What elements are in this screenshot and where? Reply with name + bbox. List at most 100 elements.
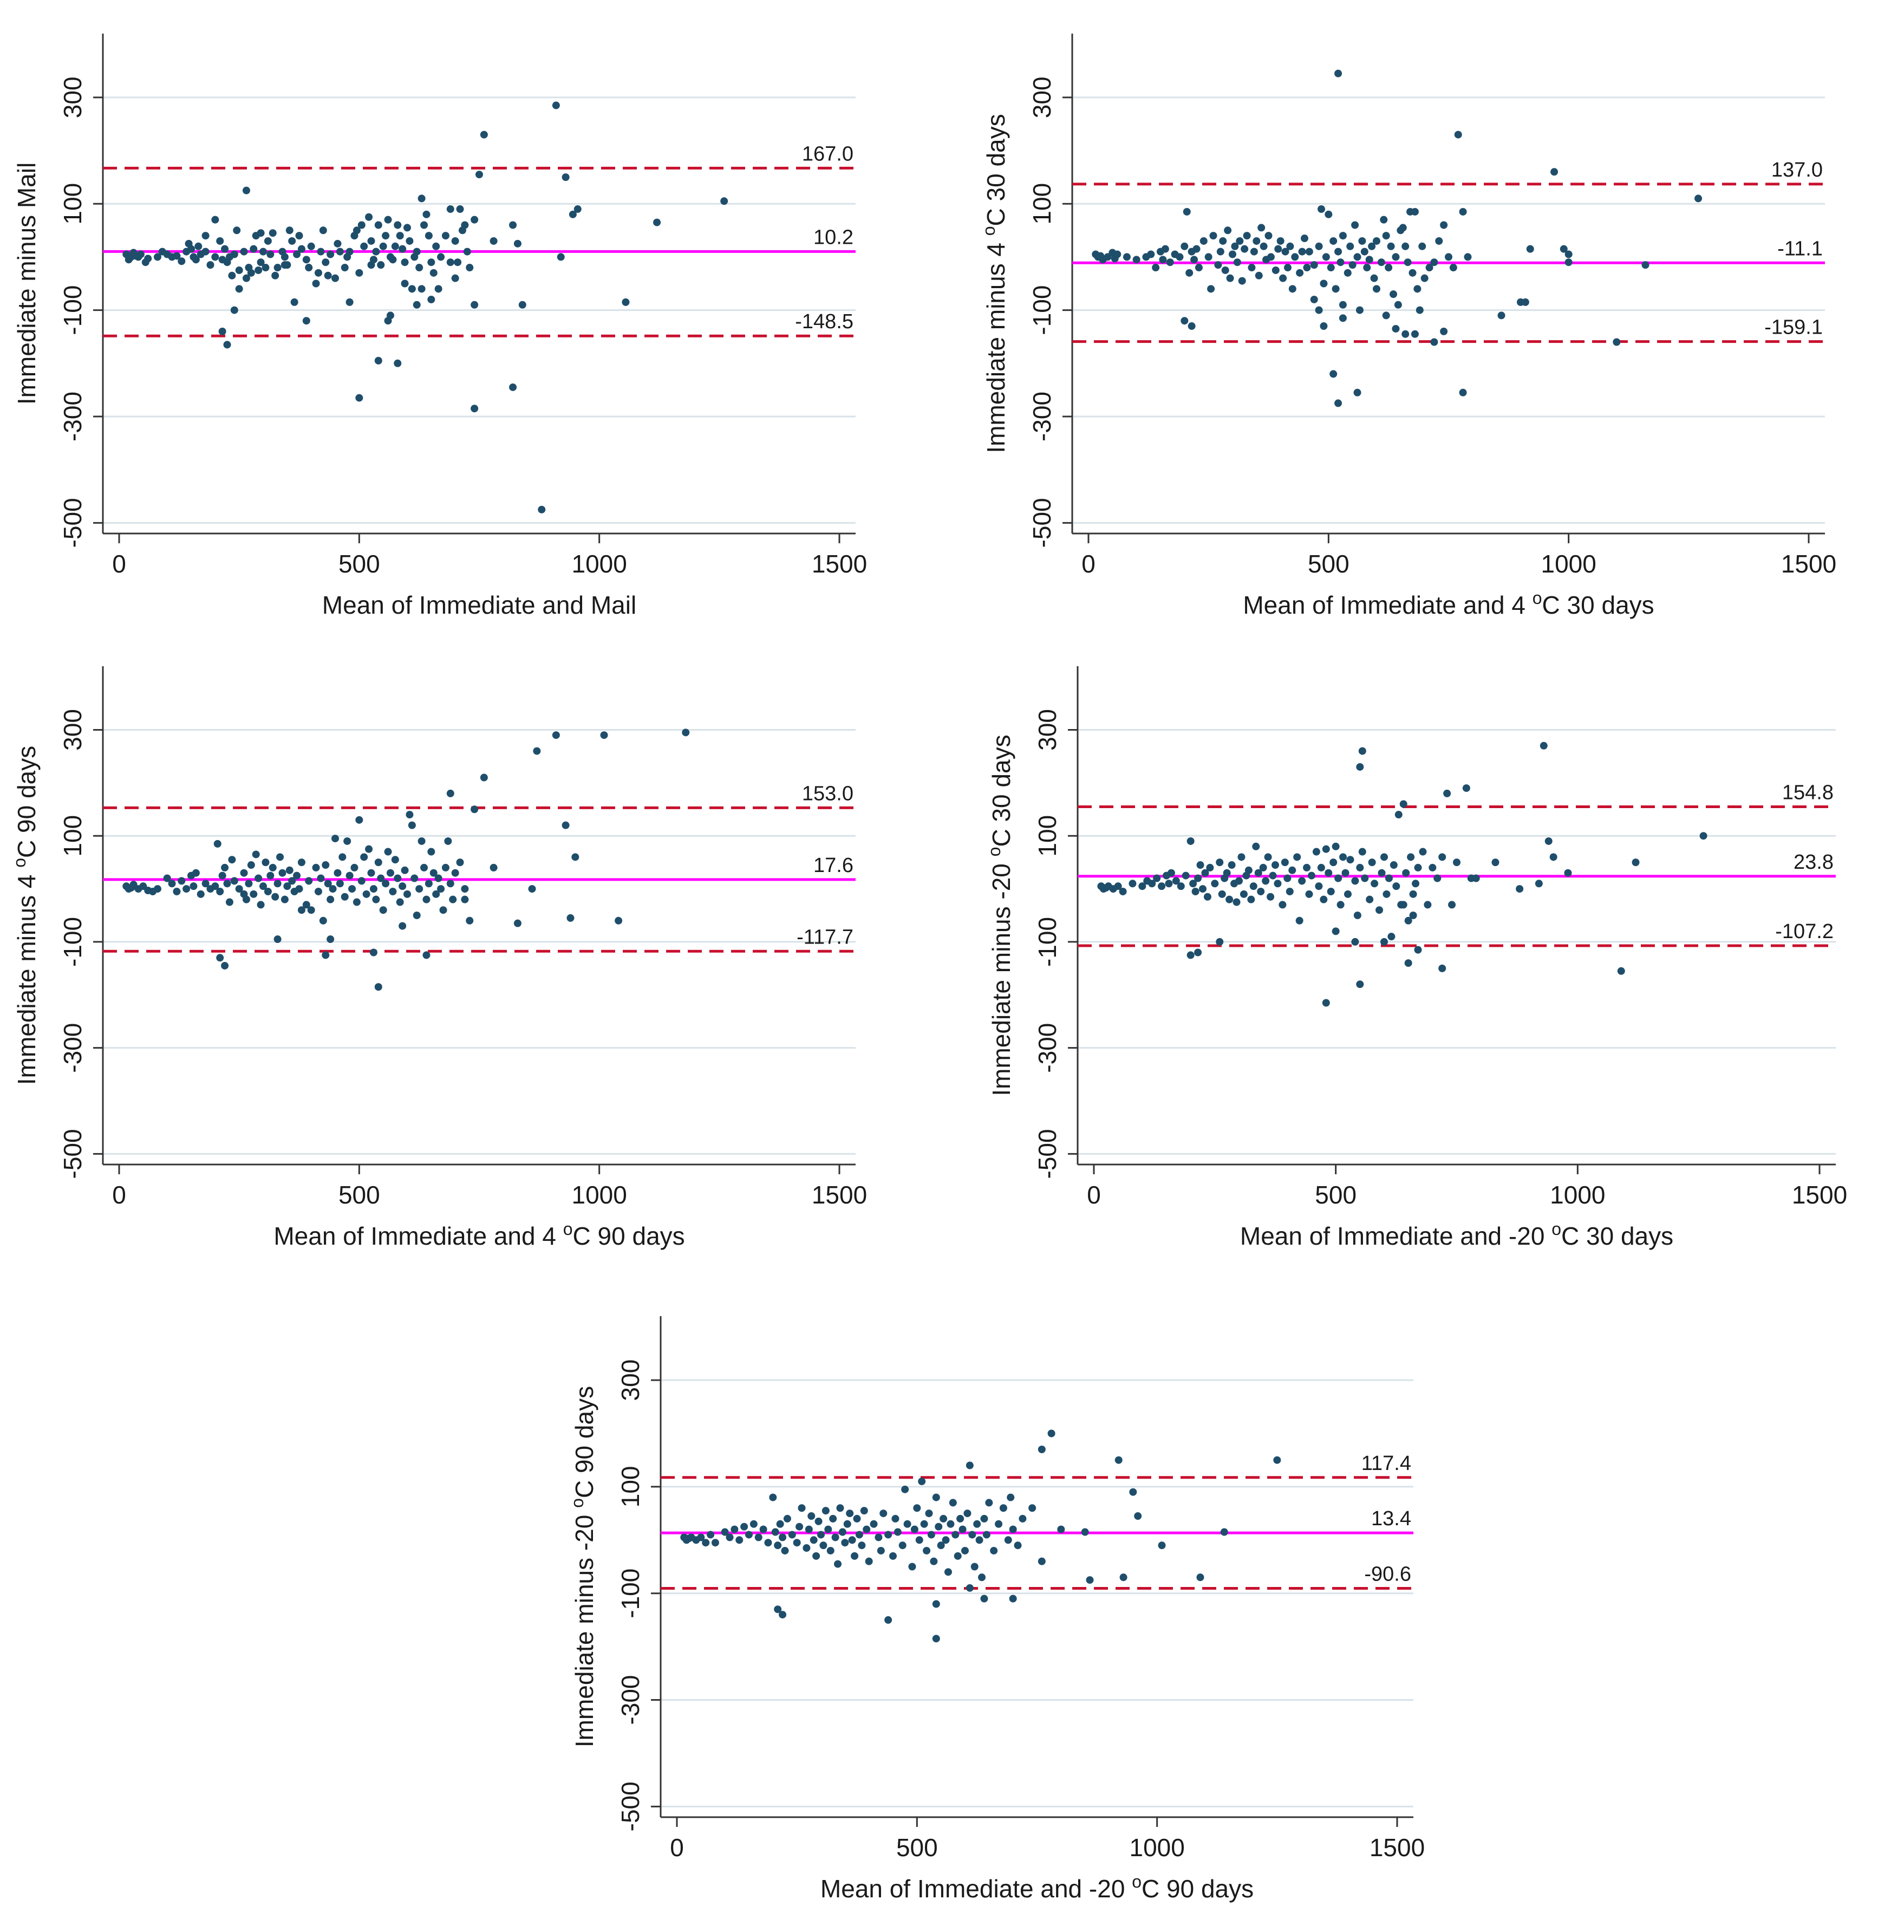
data-point [1418,242,1426,250]
data-point [446,789,454,797]
data-point [427,258,435,266]
data-point [357,877,366,885]
data-point [1286,887,1294,895]
data-point [1409,890,1417,898]
x-tick-label: 1500 [1792,1181,1847,1209]
data-point [942,1536,950,1544]
data-point [1276,237,1284,245]
data-point [1392,882,1400,890]
data-point [774,1605,782,1614]
data-point [1081,1528,1089,1536]
data-point [1351,877,1359,885]
data-point [362,890,370,898]
data-point [1199,885,1207,893]
data-point [1315,882,1323,890]
data-point [951,1531,960,1539]
data-point [273,880,282,888]
data-point [995,1520,1003,1528]
data-point [408,285,416,293]
data-point [302,256,310,264]
data-point [1209,232,1217,240]
data-point [269,229,277,237]
data-point [257,229,265,237]
data-point [831,1533,839,1541]
data-point [1318,205,1326,213]
data-point [1430,258,1438,266]
data-point [1435,237,1443,245]
data-point [194,242,203,250]
data-point [913,1504,921,1512]
data-point [970,1563,979,1571]
data-point [422,951,431,959]
data-point [1274,245,1282,253]
data-point [250,245,258,253]
data-point [1550,168,1559,176]
data-point [1192,245,1201,253]
data-point [266,250,275,258]
x-tick-label: 0 [112,1181,126,1209]
lower-limit-label: -90.6 [1364,1563,1411,1585]
data-point [461,221,469,229]
data-point [1332,285,1340,293]
data-point [779,1611,787,1619]
data-point [357,221,366,229]
y-tick-label: -300 [58,1023,87,1073]
data-point [1399,800,1407,808]
data-point [1358,237,1366,245]
data-point [781,1546,789,1554]
data-point [1353,253,1361,261]
data-point [386,311,394,320]
data-point [1305,248,1313,256]
data-point [697,1533,705,1541]
y-tick-label: -100 [58,285,87,335]
data-point [1181,317,1189,325]
data-point [1521,298,1529,306]
data-point [255,266,263,274]
data-point [1358,848,1366,856]
data-point [312,863,320,871]
data-point [437,253,445,261]
data-point [1225,895,1234,903]
data-point [1138,882,1146,890]
data-point [1196,1573,1204,1582]
data-point [1358,747,1366,755]
data-point [218,327,226,335]
data-point [389,887,397,895]
upper-limit-label: 154.8 [1782,782,1834,804]
data-point [1249,882,1257,890]
data-point [1250,248,1258,256]
data-point [1459,207,1467,216]
data-point [980,1514,988,1523]
data-point [1236,237,1244,245]
data-point [384,848,392,856]
data-point [821,1507,830,1515]
data-point [418,285,426,293]
data-point [429,869,438,877]
x-tick-label: 1500 [812,1181,867,1209]
data-point [918,1478,926,1486]
data-point [1464,253,1472,261]
data-point [1329,858,1338,867]
data-point [329,885,337,893]
data-point [1413,285,1422,293]
data-point [480,131,488,139]
data-point [163,874,171,882]
y-tick-label: -100 [1028,285,1056,335]
data-point [451,274,459,282]
data-point [826,1546,834,1554]
data-point [889,1552,897,1560]
data-point [600,731,608,739]
data-point [1257,224,1266,232]
data-point [322,861,330,869]
data-point [1336,901,1345,909]
data-point [201,248,210,256]
data-point [1380,216,1388,224]
data-point [1172,877,1180,885]
data-point [1361,874,1369,882]
data-point [1119,887,1127,895]
data-point [425,880,433,888]
data-point [319,916,327,925]
data-point [973,1520,981,1528]
